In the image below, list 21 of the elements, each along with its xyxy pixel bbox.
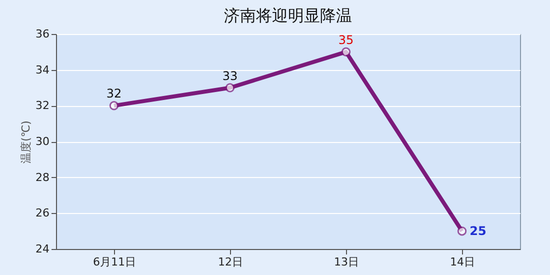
point xyxy=(109,101,119,110)
y-tick-label: 30 xyxy=(36,135,50,148)
chart-title: 济南将迎明显降温 xyxy=(224,6,352,25)
y-axis-title: 温度(℃) xyxy=(20,120,33,164)
x-tick-label: 6月11日 xyxy=(93,256,136,268)
data-label: 33 xyxy=(222,68,238,83)
y-tick-label: 24 xyxy=(36,242,50,256)
y-tick-label: 28 xyxy=(36,170,50,184)
x-tick-label: 13日 xyxy=(334,256,359,268)
x-tick-label: 14日 xyxy=(450,256,475,268)
data-label: 35 xyxy=(338,32,354,47)
x-tick-label: 12日 xyxy=(218,256,243,268)
y-tick-label: 26 xyxy=(36,206,50,220)
y-tick-label: 34 xyxy=(36,63,50,76)
data-label: 25 xyxy=(470,224,486,238)
y-tick-label: 36 xyxy=(36,28,50,40)
point xyxy=(341,47,351,57)
point xyxy=(225,83,235,92)
data-label: 32 xyxy=(106,86,122,101)
y-tick-label: 32 xyxy=(36,99,50,112)
point xyxy=(457,226,467,236)
